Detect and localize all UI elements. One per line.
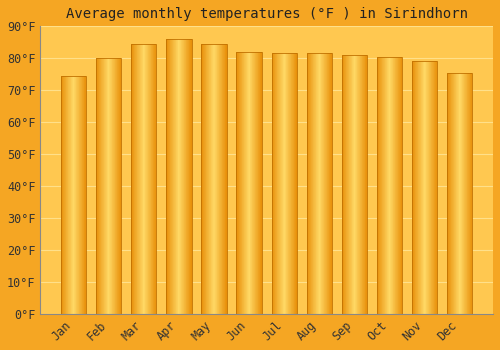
Bar — [306, 54, 332, 314]
Title: Average monthly temperatures (°F ) in Sirindhorn: Average monthly temperatures (°F ) in Si… — [66, 7, 468, 21]
Bar — [131, 44, 156, 314]
Bar — [377, 57, 402, 314]
Bar — [166, 39, 192, 314]
Bar — [272, 54, 297, 314]
Bar — [202, 44, 226, 314]
Bar — [412, 62, 438, 314]
Bar — [447, 72, 472, 314]
Bar — [61, 76, 86, 314]
Bar — [96, 58, 122, 314]
Bar — [342, 55, 367, 314]
Bar — [236, 52, 262, 314]
